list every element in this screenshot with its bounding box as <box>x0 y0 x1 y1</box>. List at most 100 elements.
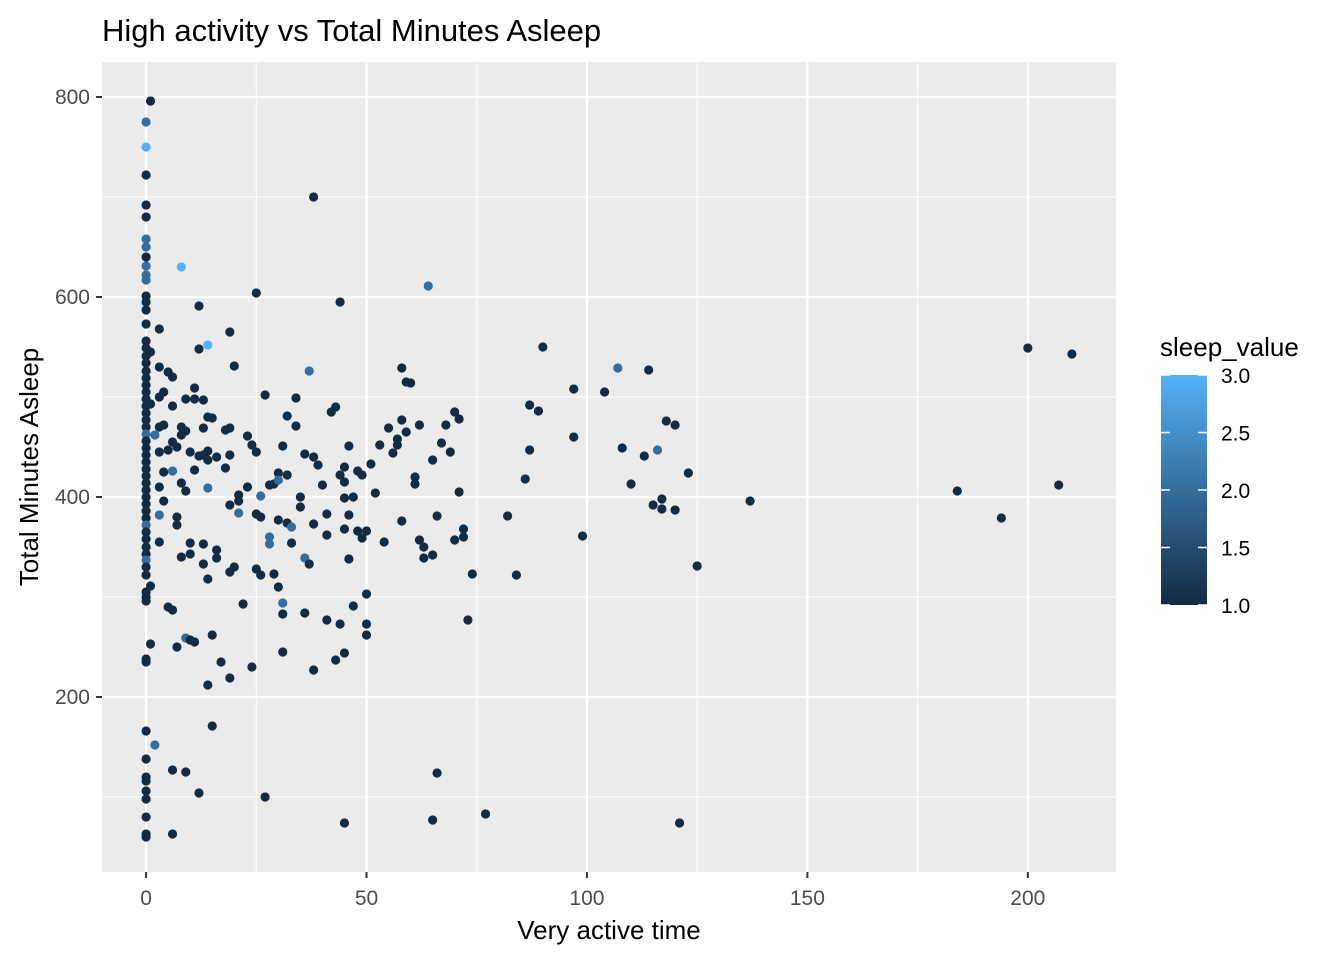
data-point <box>304 559 314 569</box>
data-point <box>163 445 173 455</box>
data-point <box>150 740 160 750</box>
data-point <box>141 499 151 509</box>
data-point <box>370 488 380 498</box>
data-point <box>436 438 447 448</box>
data-point <box>256 491 266 501</box>
data-point <box>185 549 195 559</box>
data-point <box>141 754 151 764</box>
data-point <box>207 630 217 640</box>
data-point <box>154 482 164 492</box>
data-point <box>154 447 164 457</box>
data-point <box>273 475 283 485</box>
data-point <box>256 570 266 580</box>
data-point <box>251 447 261 457</box>
data-point <box>458 524 469 534</box>
data-point <box>291 393 301 403</box>
data-point <box>670 420 680 430</box>
data-point <box>339 462 350 472</box>
data-point <box>300 608 310 618</box>
data-point <box>260 390 270 400</box>
data-point <box>286 522 297 532</box>
data-point <box>683 468 693 478</box>
data-point <box>141 443 151 453</box>
data-point <box>410 472 420 482</box>
major-gridlines <box>102 62 1116 872</box>
legend-break-label: 1.5 <box>1221 538 1250 561</box>
data-point <box>454 487 464 497</box>
data-point <box>212 553 222 563</box>
x-tick-label: 150 <box>790 887 825 910</box>
data-point <box>322 615 332 625</box>
data-point <box>577 531 588 541</box>
data-point <box>220 463 231 473</box>
data-point <box>150 430 160 440</box>
data-point <box>344 441 354 451</box>
data-point <box>674 818 685 828</box>
data-point <box>538 342 548 352</box>
data-point <box>428 815 438 825</box>
plot-panel <box>102 62 1116 872</box>
data-point <box>335 619 345 629</box>
data-point <box>339 493 350 503</box>
data-point <box>247 440 257 450</box>
data-point <box>141 200 151 210</box>
data-point <box>379 537 389 547</box>
data-point <box>247 662 257 672</box>
data-point <box>141 570 151 580</box>
data-point <box>295 492 305 502</box>
data-point <box>225 423 235 433</box>
data-point <box>225 500 235 510</box>
data-point <box>141 471 151 481</box>
data-point <box>617 443 627 453</box>
data-point <box>141 457 151 467</box>
data-point <box>419 553 429 563</box>
data-point <box>225 327 235 337</box>
data-point <box>176 262 186 272</box>
data-point <box>141 297 151 307</box>
data-point <box>145 639 156 649</box>
data-point <box>172 520 182 530</box>
data-point <box>1054 480 1064 490</box>
data-point <box>295 502 305 512</box>
data-point <box>145 347 156 357</box>
data-point <box>309 519 319 529</box>
data-point <box>167 372 178 382</box>
data-point <box>339 477 350 487</box>
data-point <box>511 570 522 580</box>
legend-title: sleep_value <box>1160 332 1299 362</box>
data-point <box>335 297 345 307</box>
data-point <box>207 721 217 731</box>
y-axis: 200 400 600 800 <box>55 86 102 709</box>
data-point <box>203 455 213 465</box>
data-point <box>141 492 151 502</box>
data-point <box>212 452 222 462</box>
data-point <box>141 542 151 552</box>
data-point <box>445 447 455 457</box>
data-point <box>207 413 217 423</box>
data-point <box>414 420 425 430</box>
data-point <box>198 539 208 549</box>
y-tick-label: 200 <box>55 686 90 709</box>
data-point <box>216 657 226 667</box>
data-point <box>189 394 200 404</box>
data-point <box>273 515 283 525</box>
data-point <box>212 545 222 555</box>
data-point <box>657 504 667 514</box>
data-point <box>348 492 358 502</box>
data-point <box>282 470 292 480</box>
data-point <box>159 387 169 397</box>
x-axis: 0 50 100 150 200 <box>140 872 1045 910</box>
data-point <box>194 301 204 311</box>
x-axis-title: Very active time <box>517 915 701 945</box>
data-point <box>185 538 195 548</box>
data-point <box>141 252 151 262</box>
data-point <box>322 509 332 519</box>
minor-gridlines <box>102 62 1116 872</box>
data-point <box>203 446 213 456</box>
y-tick-label: 800 <box>55 86 90 109</box>
data-point <box>353 526 363 536</box>
data-point <box>141 373 151 383</box>
data-point <box>278 598 288 608</box>
y-tick-label: 400 <box>55 486 90 509</box>
data-point <box>181 394 191 404</box>
